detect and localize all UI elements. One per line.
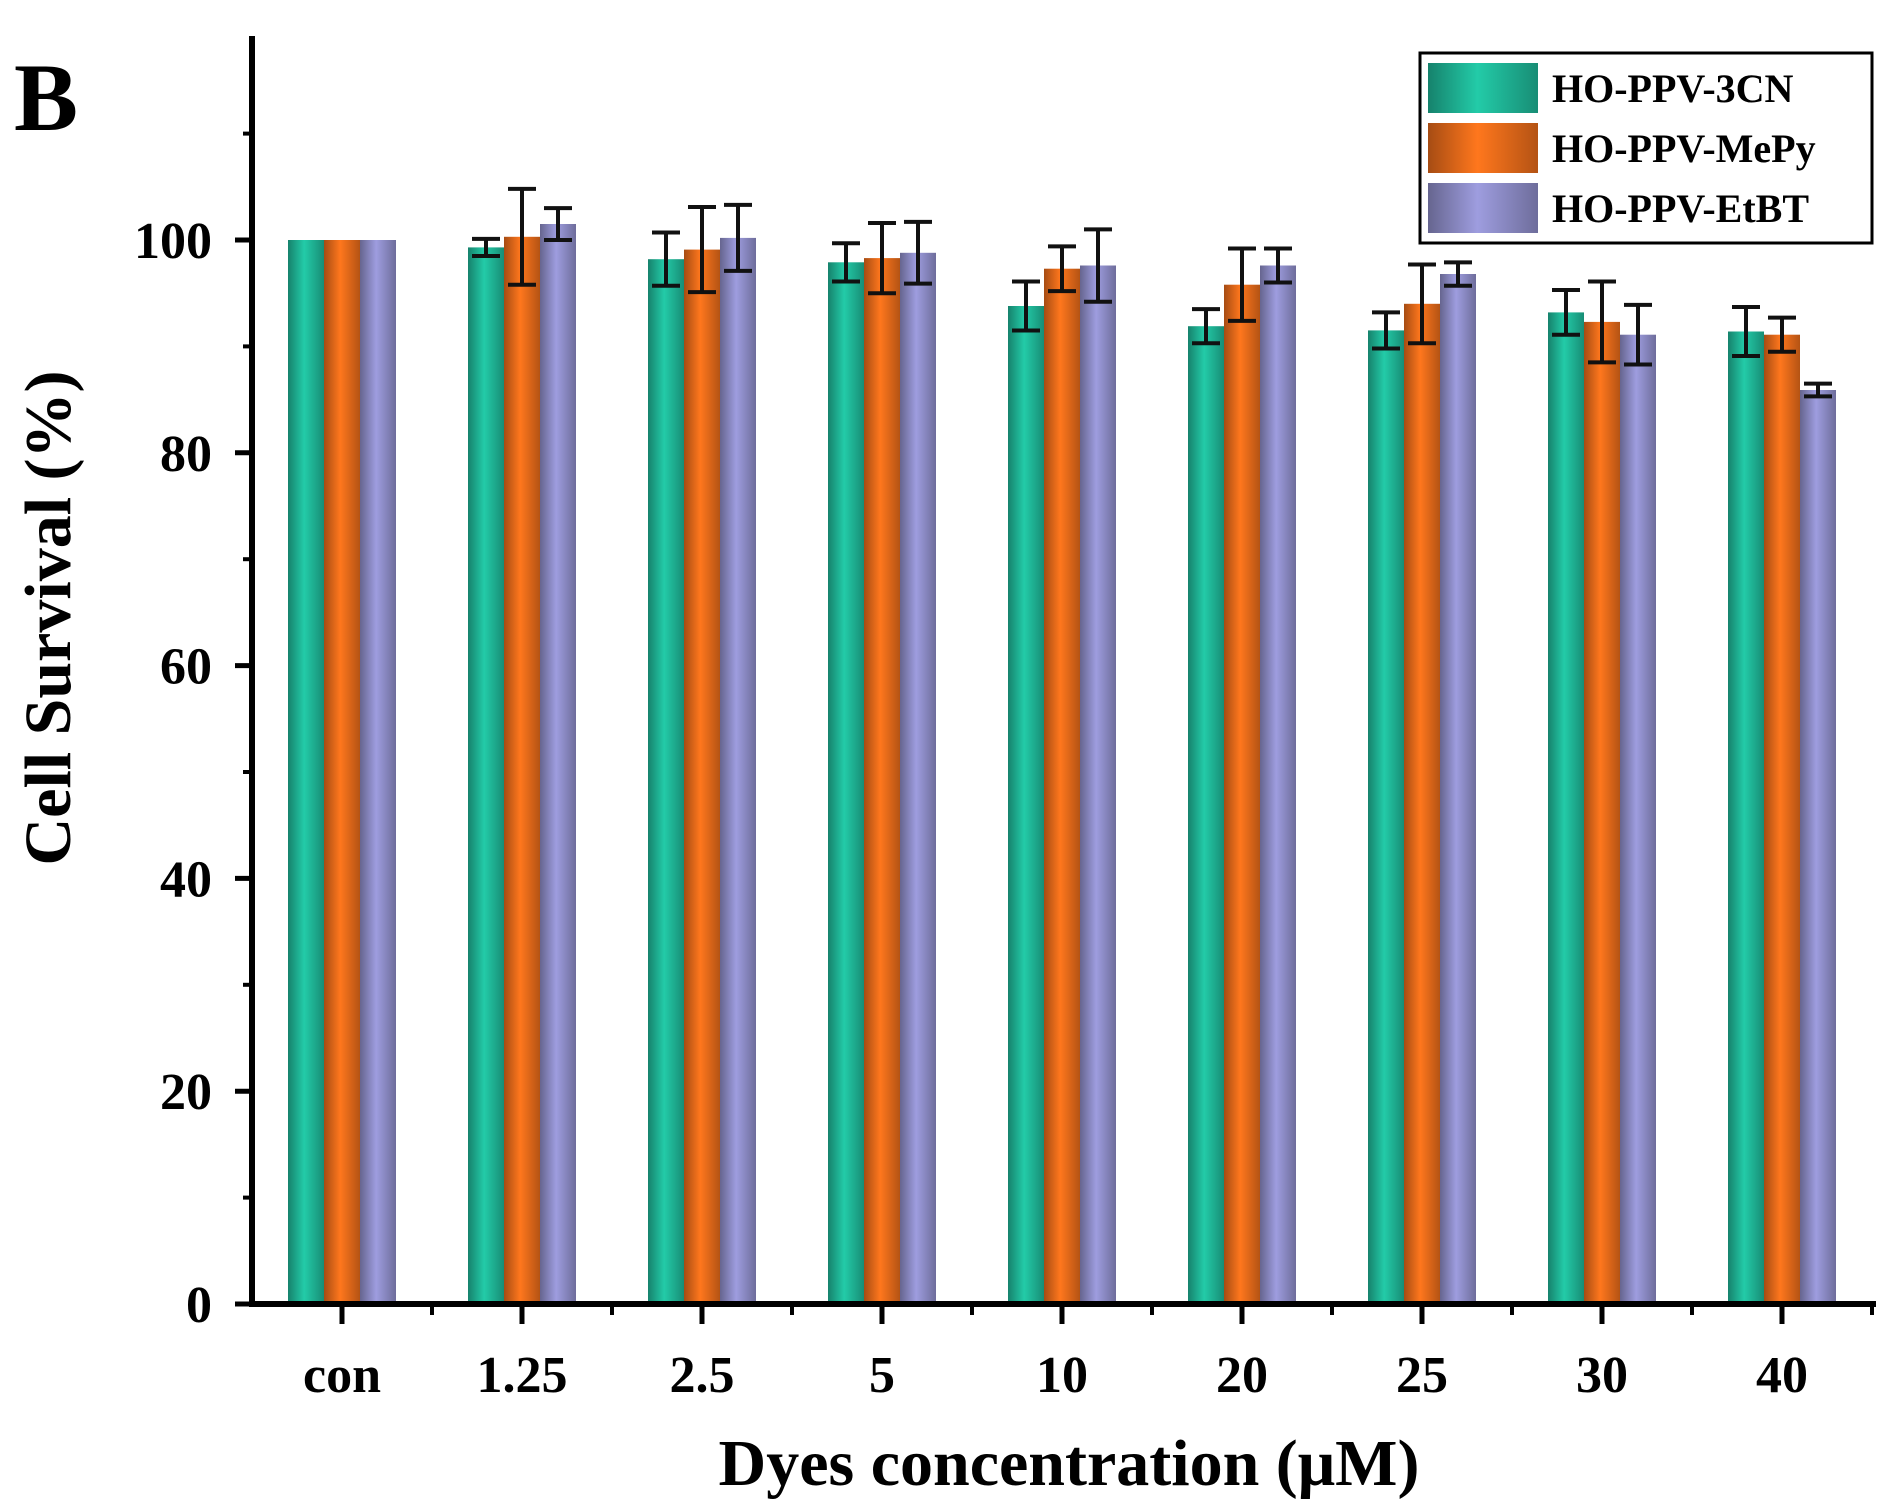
error-bar-HO-PPV-EtBT-30 [1624,302,1652,367]
error-bar-HO-PPV-EtBT-25 [1444,260,1472,288]
y-axis-title: Cell Survival (%) [12,371,85,866]
bar-HO-PPV-MePy-1.25 [504,236,540,1304]
legend-label-HO-PPV-MePy: HO-PPV-MePy [1552,126,1816,171]
y-tick-label-0: 0 [186,1277,212,1334]
x-tick-label-40: 40 [1756,1347,1808,1404]
legend-label-HO-PPV-EtBT: HO-PPV-EtBT [1552,186,1809,231]
bar-HO-PPV-3CN-con [288,240,324,1304]
bar-HO-PPV-3CN-2.5 [648,259,684,1305]
legend-label-HO-PPV-3CN: HO-PPV-3CN [1552,66,1794,111]
error-bar-HO-PPV-3CN-30 [1552,288,1580,337]
error-bar-HO-PPV-3CN-25 [1372,310,1400,351]
bar-HO-PPV-EtBT-40 [1800,390,1836,1304]
error-bar-HO-PPV-MePy-40 [1768,315,1796,354]
error-bar-HO-PPV-MePy-25 [1408,262,1436,346]
panel-label: B [14,44,78,151]
x-tick-label-con: con [303,1347,381,1404]
error-bar-HO-PPV-3CN-10 [1012,279,1040,333]
bar-HO-PPV-3CN-10 [1008,306,1044,1304]
bar-HO-PPV-MePy-2.5 [684,249,720,1305]
bar-HO-PPV-3CN-5 [828,262,864,1304]
error-bar-HO-PPV-3CN-2.5 [652,230,680,288]
error-bar-HO-PPV-3CN-40 [1732,305,1760,358]
x-ticks: con 1.25 2.5 5 10 20 25 30 40 [303,1304,1874,1404]
bar-HO-PPV-EtBT-5 [900,252,936,1304]
bar-HO-PPV-3CN-25 [1368,330,1404,1304]
bar-HO-PPV-MePy-5 [864,258,900,1305]
error-bar-HO-PPV-MePy-5 [868,220,896,296]
bar-HO-PPV-MePy-con [324,240,360,1304]
bar-HO-PPV-EtBT-con [360,240,396,1304]
bar-HO-PPV-EtBT-25 [1440,274,1476,1304]
bar-HO-PPV-3CN-30 [1548,312,1584,1304]
x-tick-label-30: 30 [1576,1347,1628,1404]
error-bar-HO-PPV-MePy-30 [1588,279,1616,365]
legend-swatch-HO-PPV-EtBT [1428,183,1538,233]
error-bar-HO-PPV-EtBT-40 [1804,381,1832,399]
error-bar-HO-PPV-EtBT-20 [1264,246,1292,285]
legend-swatch-HO-PPV-MePy [1428,123,1538,173]
error-bar-HO-PPV-3CN-5 [832,241,860,284]
error-bar-HO-PPV-EtBT-5 [904,219,932,286]
error-bar-HO-PPV-3CN-20 [1192,307,1220,346]
y-tick-label-60: 60 [160,639,212,696]
error-bar-HO-PPV-MePy-2.5 [688,205,716,295]
bar-HO-PPV-MePy-40 [1764,334,1800,1304]
error-bar-HO-PPV-MePy-1.25 [508,186,536,287]
y-tick-label-20: 20 [160,1064,212,1121]
bar-HO-PPV-EtBT-20 [1260,265,1296,1304]
y-tick-label-100: 100 [134,213,212,270]
bar-HO-PPV-EtBT-10 [1080,265,1116,1304]
bar-HO-PPV-EtBT-1.25 [540,224,576,1304]
error-bar-HO-PPV-MePy-10 [1048,244,1076,294]
error-bars-layer [472,186,1832,399]
bar-HO-PPV-3CN-1.25 [468,247,504,1304]
bar-HO-PPV-MePy-25 [1404,303,1440,1304]
bar-HO-PPV-MePy-20 [1224,284,1260,1304]
error-bar-HO-PPV-3CN-1.25 [472,236,500,258]
bar-HO-PPV-EtBT-2.5 [720,237,756,1304]
legend-swatch-HO-PPV-3CN [1428,63,1538,113]
legend: HO-PPV-3CN HO-PPV-MePy HO-PPV-EtBT [1418,51,1874,245]
x-axis-title: Dyes concentration (μM) [719,1427,1420,1500]
error-bar-HO-PPV-EtBT-10 [1084,227,1112,304]
x-tick-label-25: 25 [1396,1347,1448,1404]
x-tick-label-2.5: 2.5 [670,1347,735,1404]
bar-HO-PPV-MePy-30 [1584,321,1620,1304]
bar-HO-PPV-3CN-20 [1188,326,1224,1304]
error-bar-HO-PPV-MePy-20 [1228,246,1256,323]
bar-HO-PPV-EtBT-30 [1620,334,1656,1304]
bars-layer [288,224,1836,1305]
x-tick-label-10: 10 [1036,1347,1088,1404]
bar-HO-PPV-3CN-40 [1728,331,1764,1304]
error-bar-HO-PPV-EtBT-2.5 [724,202,752,273]
x-tick-label-1.25: 1.25 [477,1347,568,1404]
x-tick-label-5: 5 [869,1347,895,1404]
y-ticks: 0 20 40 60 80 100 [134,131,252,1334]
y-tick-label-80: 80 [160,426,212,483]
x-tick-label-20: 20 [1216,1347,1268,1404]
y-tick-label-40: 40 [160,851,212,908]
error-bar-HO-PPV-EtBT-1.25 [544,206,572,242]
bar-HO-PPV-MePy-10 [1044,268,1080,1305]
